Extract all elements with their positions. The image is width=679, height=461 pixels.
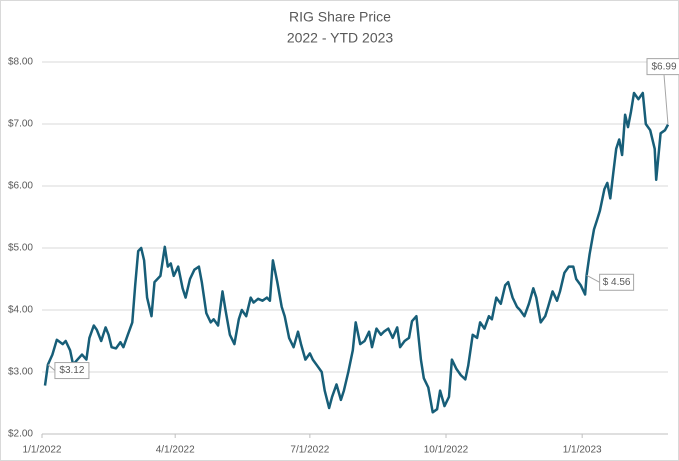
annotation-label: $6.99 bbox=[651, 61, 676, 72]
x-tick-label: 1/1/2022 bbox=[23, 445, 62, 456]
y-tick-label: $5.00 bbox=[8, 243, 33, 254]
chart-subtitle: 2022 - YTD 2023 bbox=[287, 30, 394, 46]
annotation-box bbox=[54, 362, 90, 380]
x-tick-label: 10/1/2022 bbox=[424, 445, 469, 456]
annotation-box bbox=[599, 273, 635, 291]
price-line bbox=[43, 91, 670, 414]
annotation-label: $3.12 bbox=[59, 365, 84, 376]
y-tick-label: $2.00 bbox=[8, 429, 33, 440]
leader-line bbox=[663, 74, 669, 125]
annotation-label: $ 4.56 bbox=[603, 277, 631, 288]
x-tick-label: 7/1/2022 bbox=[290, 445, 329, 456]
leader-line bbox=[586, 274, 600, 283]
x-tick-label: 4/1/2022 bbox=[156, 445, 195, 456]
y-tick-label: $8.00 bbox=[8, 57, 33, 68]
y-tick-label: $6.00 bbox=[8, 181, 33, 192]
leader-line bbox=[47, 364, 56, 371]
y-tick-label: $3.00 bbox=[8, 367, 33, 378]
annotation-box bbox=[646, 58, 679, 76]
y-tick-label: $7.00 bbox=[8, 119, 33, 130]
y-tick-label: $4.00 bbox=[8, 305, 33, 316]
x-tick-label: 1/1/2023 bbox=[563, 445, 602, 456]
chart-title: RIG Share Price bbox=[289, 9, 391, 25]
